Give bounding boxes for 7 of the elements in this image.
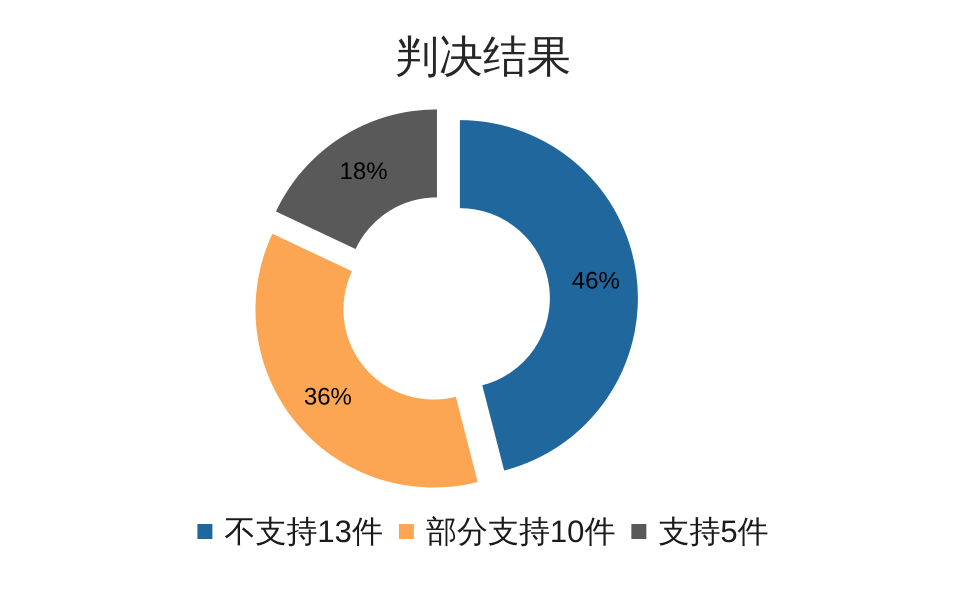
legend-label: 不支持13件	[224, 514, 383, 549]
chart-title: 判决结果	[395, 32, 571, 82]
legend-label: 支持5件	[658, 514, 769, 549]
data-label: 18%	[340, 158, 388, 186]
data-label: 46%	[572, 267, 620, 294]
data-label: 36%	[304, 383, 352, 410]
legend-label: 部分支持10件	[426, 514, 616, 549]
